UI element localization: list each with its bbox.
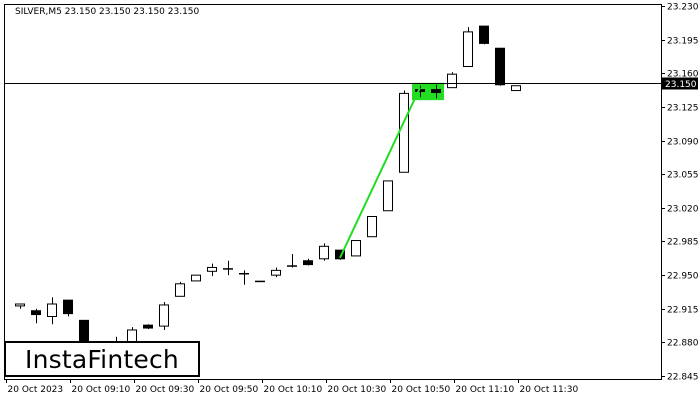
candle [175,281,185,297]
candle [255,280,265,283]
candle-body [79,319,89,343]
plot-frame [4,4,662,380]
candle [47,297,57,325]
pattern-line [339,87,421,259]
x-tick-label: 20 Oct 11:30 [520,385,579,395]
candle [303,258,313,266]
candle [79,319,89,343]
y-tick-label: 22.950 [667,272,699,282]
candle-body [511,85,521,92]
x-tick-label: 20 Oct 09:50 [200,385,259,395]
y-tick-label: 23.230 [667,3,699,13]
candle [159,302,169,330]
candle-body [319,245,329,260]
x-tick-label: 20 Oct 10:30 [328,385,387,395]
candle [383,180,393,212]
brand-logo: InstaFintech [4,341,200,377]
candle [463,27,473,67]
y-tick-label: 23.160 [667,70,699,80]
x-tick-label: 20 Oct 09:30 [136,385,195,395]
candle [223,260,233,276]
candle-body [191,274,201,282]
x-tick-label: 20 Oct 10:10 [264,385,323,395]
y-tick-label: 22.985 [667,238,699,248]
candle-body [47,303,57,317]
candle [431,84,441,99]
candle-body [479,25,489,44]
current-price-label: 23.150 [665,80,697,90]
candle [31,308,41,324]
candle [367,216,377,238]
pattern-line-layer [339,87,421,259]
candle-body [15,303,25,307]
candle-body [335,249,345,260]
candle [399,90,409,173]
candle-body [207,266,217,272]
y-tick-label: 22.915 [667,306,699,316]
candle [479,25,489,45]
candle [271,267,281,278]
candle-body [351,240,361,257]
x-tick-label: 20 Oct 10:50 [392,385,451,395]
y-tick-label: 23.125 [667,104,699,114]
candle-body [143,324,153,329]
candle-body [383,180,393,212]
candle-body [447,73,457,89]
candle [207,263,217,277]
candle [511,85,521,92]
x-tick-label: 20 Oct 11:10 [456,385,515,395]
symbol-info-label: SILVER,M5 23.150 23.150 23.150 23.150 [15,7,200,17]
candle-body [367,216,377,238]
x-tick-label: 20 Oct 2023 [8,385,64,395]
candle-body [63,299,73,315]
candle [495,47,505,86]
candles-layer [15,25,521,362]
y-tick-label: 23.195 [667,37,699,47]
candle [287,254,297,268]
y-tick-label: 22.845 [667,373,699,383]
brand-logo-text: InstaFintech [25,344,179,374]
candle [15,303,25,309]
candle-body [31,310,41,316]
candle [239,270,249,285]
candle [319,243,329,261]
candle-body [463,31,473,67]
current-price-tag [662,77,698,90]
candle [447,72,457,89]
y-tick-label: 23.090 [667,138,699,148]
y-tick-label: 23.020 [667,205,699,215]
candle-body [495,47,505,86]
x-tick-label: 20 Oct 09:10 [72,385,131,395]
candle-body [431,89,441,93]
candle-body [175,283,185,297]
candle-body [303,260,313,266]
candle-body [399,92,409,173]
y-tick-label: 23.055 [667,171,699,181]
y-tick-label: 22.880 [667,339,699,349]
candle [191,274,201,282]
candle [143,324,153,329]
candle [351,240,361,257]
candle-body [271,269,281,276]
axes-layer: 23.230 23.195 23.160 23.125 23.090 23.055 23.0… [4,3,699,395]
candle [63,299,73,317]
candle-body [159,304,169,327]
